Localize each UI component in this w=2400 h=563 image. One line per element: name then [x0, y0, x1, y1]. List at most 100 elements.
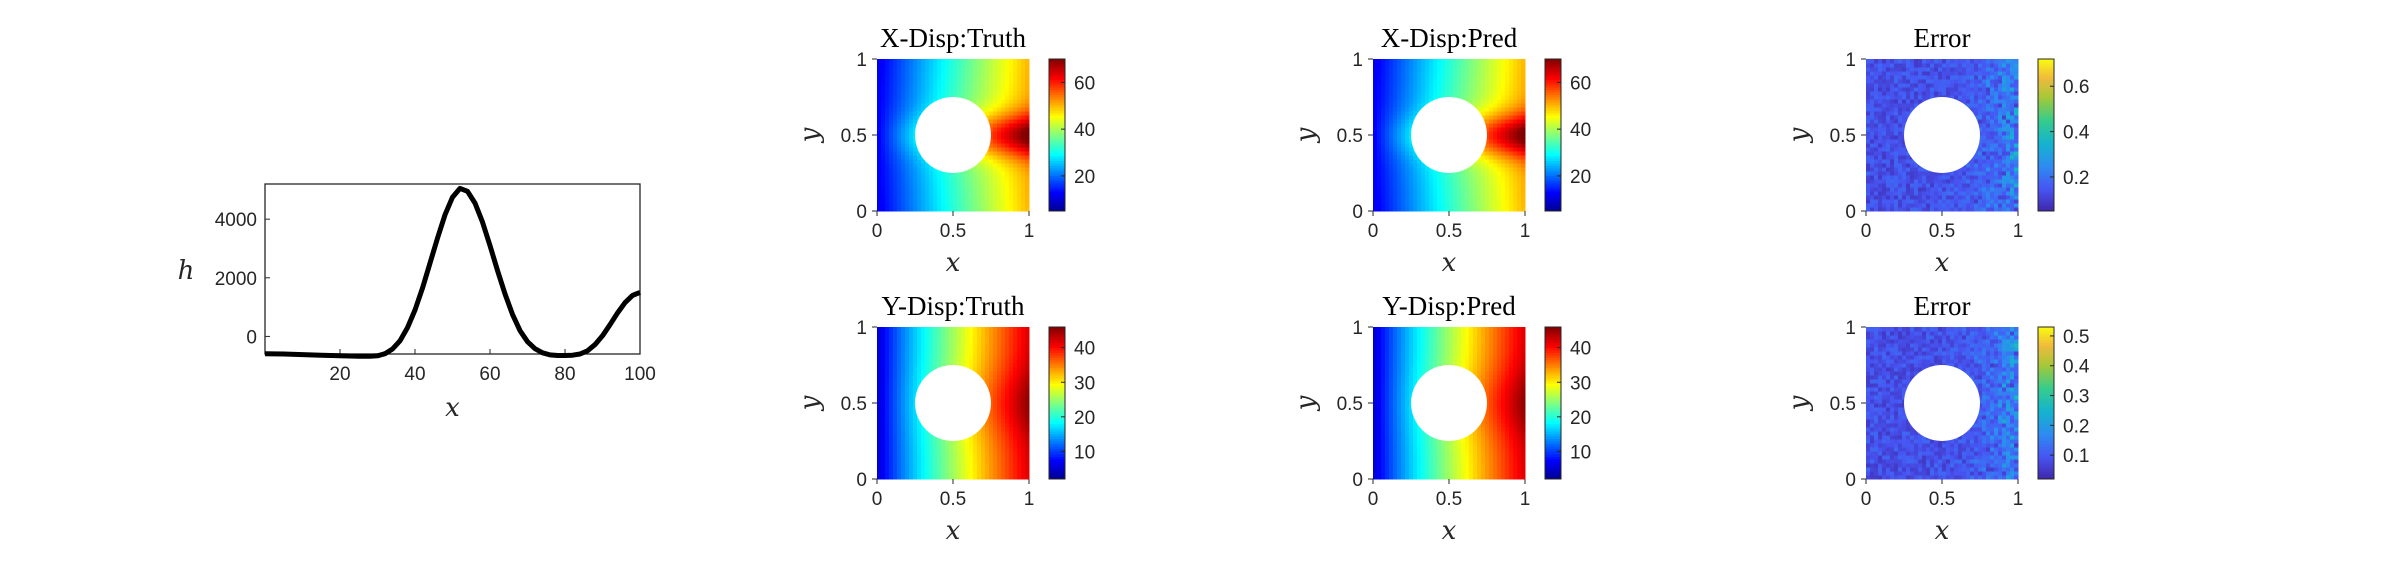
chart-4-cell [1878, 179, 1883, 184]
chart-2-cell [1009, 107, 1014, 112]
chart-3-cell [1493, 191, 1498, 196]
chart-2-colorbar-step [1049, 185, 1065, 189]
chart-3-cell [1385, 151, 1390, 156]
chart-3-cell [1393, 155, 1398, 160]
chart-4-cell [1930, 195, 1935, 200]
chart-4-cell [2006, 115, 2011, 120]
chart-5-cell [913, 391, 918, 396]
chart-3-cell [1385, 159, 1390, 164]
chart-3-cell [1473, 183, 1478, 188]
chart-4-cell [1878, 123, 1883, 128]
chart-3-cell [1465, 87, 1470, 92]
chart-4-cell [1998, 175, 2003, 180]
chart-4-colorbar-step [2038, 81, 2054, 85]
chart-3-cell [1517, 147, 1522, 152]
chart-3-cell [1485, 71, 1490, 76]
chart-4-cell [1986, 83, 1991, 88]
chart-2-cell [965, 95, 970, 100]
chart-3-cell [1493, 75, 1498, 80]
chart-5-cell [897, 371, 902, 376]
chart-2-cell [945, 171, 950, 176]
chart-4-cell [2010, 143, 2015, 148]
chart-3-cell [1429, 99, 1434, 104]
chart-2-cell [997, 95, 1002, 100]
chart-2-cell [977, 179, 982, 184]
chart-4-cell [1982, 143, 1987, 148]
chart-4-cell [1994, 119, 1999, 124]
chart-5-cell [885, 423, 890, 428]
chart-2-cell [997, 67, 1002, 72]
chart-5-cell [885, 459, 890, 464]
chart-3-cell [1437, 175, 1442, 180]
chart-2-cell [1001, 119, 1006, 124]
chart-2-cell [877, 135, 882, 140]
chart-2-colorbar-step [1049, 140, 1065, 144]
chart-3-cell [1389, 147, 1394, 152]
chart-5-cell [889, 355, 894, 360]
chart-2-cell [1009, 195, 1014, 200]
chart-3-cell [1373, 143, 1378, 148]
chart-3-cell [1477, 83, 1482, 88]
chart-3-cell [1413, 75, 1418, 80]
chart-2-cell [937, 79, 942, 84]
chart-4-cell [1890, 99, 1895, 104]
chart-2-cell [1009, 167, 1014, 172]
chart-3-cell [1473, 79, 1478, 84]
chart-5-cell [909, 455, 914, 460]
chart-2-cell [909, 175, 914, 180]
chart-3-cell [1453, 171, 1458, 176]
chart-4-cell [1890, 75, 1895, 80]
chart-3-cell [1377, 179, 1382, 184]
chart-3-cell [1449, 175, 1454, 180]
chart-2-cell [989, 167, 994, 172]
chart-5-cell [901, 367, 906, 372]
chart-3-cell [1377, 139, 1382, 144]
chart-4-colorbar: 0.20.40.6 [2037, 58, 2090, 212]
chart-3-cell [1521, 91, 1526, 96]
chart-2-cell [881, 171, 886, 176]
chart-3-cell [1489, 131, 1494, 136]
chart-2-cell [901, 199, 906, 204]
chart-2-cell [893, 183, 898, 188]
chart-3-cell [1473, 59, 1478, 64]
chart-3-cell [1485, 123, 1490, 128]
chart-2-cell [949, 63, 954, 68]
chart-4-cell [1918, 63, 1923, 68]
chart-4-cell [1906, 155, 1911, 160]
chart-4-cell [1986, 119, 1991, 124]
chart-3-cell [1469, 95, 1474, 100]
chart-2-cell [997, 127, 1002, 132]
chart-2-cell [997, 151, 1002, 156]
chart-2-cell [985, 79, 990, 84]
chart-3-cell [1505, 99, 1510, 104]
chart-2-cell [1009, 143, 1014, 148]
chart-2-cell [969, 171, 974, 176]
chart-5-cell [897, 467, 902, 472]
chart-4-cell [1874, 103, 1879, 108]
chart-2-cell [985, 95, 990, 100]
chart-2-cell [965, 199, 970, 204]
chart-4-cell [1870, 143, 1875, 148]
chart-4-cell [1962, 95, 1967, 100]
chart-3-cell [1425, 87, 1430, 92]
chart-2-cell [921, 79, 926, 84]
chart-3-cell [1513, 167, 1518, 172]
chart-2-cell [953, 91, 958, 96]
chart-5-cell [905, 471, 910, 476]
chart-2-cell [893, 199, 898, 204]
chart-2-cell [885, 143, 890, 148]
chart-3-cell [1393, 143, 1398, 148]
chart-2-cell [909, 115, 914, 120]
chart-3-cell [1409, 187, 1414, 192]
chart-2-cell [881, 91, 886, 96]
chart-3-colorbar-step [1545, 155, 1561, 159]
chart-2-cell [989, 87, 994, 92]
chart-2-cell [885, 191, 890, 196]
chart-3-colorbar-step [1545, 127, 1561, 131]
chart-3-cell [1421, 95, 1426, 100]
chart-2-cell [1001, 195, 1006, 200]
chart-2-cell [1009, 95, 1014, 100]
chart-2-cell [897, 151, 902, 156]
chart-5-cell [905, 327, 910, 332]
chart-4-cell [1990, 131, 1995, 136]
